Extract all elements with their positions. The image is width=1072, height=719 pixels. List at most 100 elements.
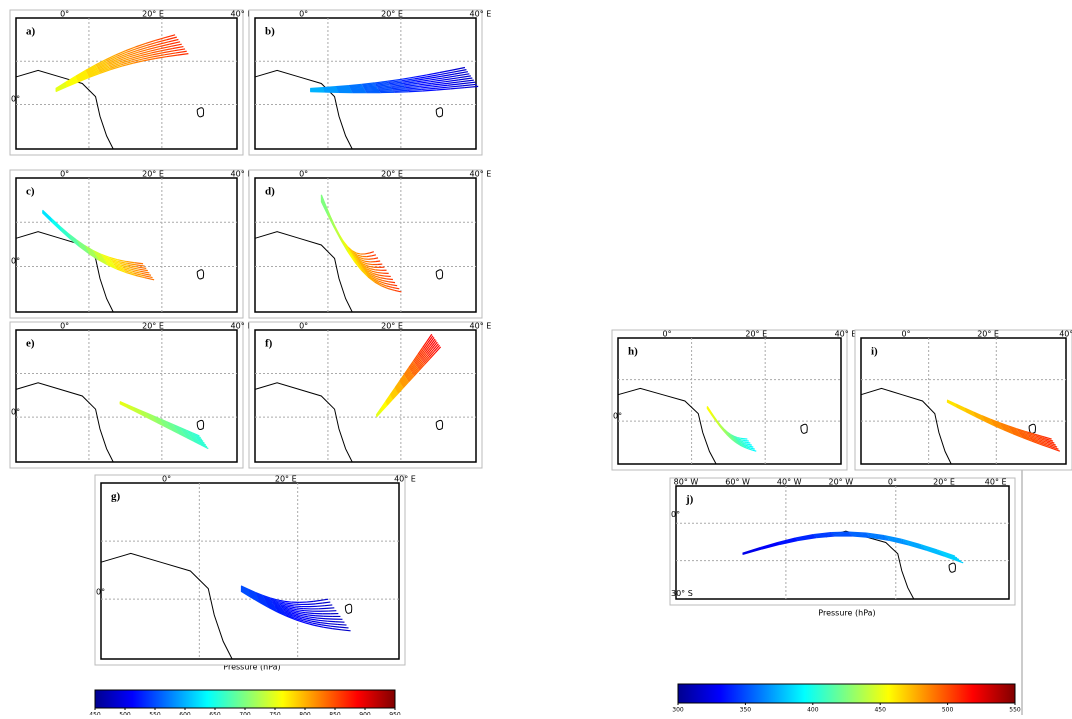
trajectory bbox=[375, 261, 380, 262]
x-tick-label: 40° W bbox=[777, 478, 802, 487]
panel-frame bbox=[670, 478, 1015, 605]
trajectory bbox=[294, 606, 302, 607]
colorbar-tick-label: 600 bbox=[179, 712, 191, 716]
x-tick-label: 0° bbox=[60, 322, 69, 331]
panel-label: c) bbox=[26, 186, 35, 198]
x-tick-label: 0° bbox=[299, 322, 308, 331]
x-tick-label: 20° E bbox=[745, 330, 767, 339]
panel-label: d) bbox=[265, 186, 275, 198]
trajectory bbox=[379, 90, 393, 91]
trajectory bbox=[306, 601, 313, 602]
panel-label: f) bbox=[265, 338, 273, 350]
panel-frame bbox=[612, 330, 847, 470]
x-tick-label: 20° E bbox=[275, 475, 297, 484]
x-tick-label: 40° E bbox=[470, 322, 492, 331]
colorbar-tick-label: 800 bbox=[299, 712, 311, 716]
trajectory bbox=[408, 91, 422, 92]
colorbar-tick-label: 300 bbox=[672, 707, 684, 714]
x-tick-label: 60° W bbox=[725, 478, 750, 487]
panel-label: h) bbox=[628, 346, 638, 358]
colorbar bbox=[678, 684, 1015, 703]
colorbar-tick-label: 700 bbox=[239, 712, 251, 716]
colorbar-tick-label: 850 bbox=[329, 712, 341, 716]
x-tick-label: 40° E bbox=[835, 330, 857, 339]
trajectory bbox=[743, 442, 747, 443]
x-tick-label: 20° E bbox=[977, 330, 999, 339]
panel-label: g) bbox=[111, 491, 121, 503]
panel-frame bbox=[249, 322, 482, 468]
y-tick-label: 0° bbox=[96, 588, 105, 597]
y-tick-label: 0° bbox=[613, 412, 622, 421]
x-tick-label: 40° E bbox=[394, 475, 416, 484]
x-tick-label: 20° W bbox=[829, 478, 854, 487]
colorbar-tick-label: 900 bbox=[359, 712, 371, 716]
trajectory bbox=[325, 605, 333, 606]
trajectory bbox=[306, 613, 314, 614]
x-tick-label: 20° E bbox=[142, 170, 164, 179]
colorbar-tick-label: 450 bbox=[874, 707, 886, 714]
x-tick-label: 0° bbox=[299, 10, 308, 19]
trajectory bbox=[747, 443, 751, 444]
trajectory bbox=[387, 279, 393, 280]
trajectory bbox=[340, 627, 349, 628]
trajectory bbox=[737, 438, 740, 439]
x-tick-label: 20° E bbox=[381, 10, 403, 19]
colorbar-tick-label: 750 bbox=[269, 712, 281, 716]
y-tick-label: 0° bbox=[11, 407, 20, 416]
trajectory bbox=[744, 444, 748, 445]
trajectory bbox=[831, 532, 849, 533]
x-tick-label: 20° E bbox=[142, 10, 164, 19]
trajectory bbox=[338, 624, 347, 625]
panel-frame bbox=[249, 10, 482, 155]
trajectory bbox=[285, 601, 292, 602]
trajectory bbox=[327, 621, 336, 622]
trajectory bbox=[367, 256, 372, 257]
trajectory bbox=[365, 261, 370, 262]
axis-title: Pressure (hPa) bbox=[818, 609, 875, 618]
trajectory bbox=[327, 608, 335, 609]
trajectory bbox=[305, 611, 313, 612]
x-tick-label: 0° bbox=[162, 475, 171, 484]
panel-frame bbox=[95, 475, 405, 665]
x-tick-label: 20° E bbox=[381, 170, 403, 179]
y-tick-label: 0° bbox=[671, 510, 680, 519]
x-tick-label: 20° E bbox=[142, 322, 164, 331]
trajectory bbox=[377, 273, 383, 274]
colorbar-tick-label: 500 bbox=[119, 712, 131, 716]
x-tick-label: 0° bbox=[299, 170, 308, 179]
colorbar-tick-label: 650 bbox=[209, 712, 221, 716]
colorbar-tick-label: 550 bbox=[1009, 707, 1021, 714]
colorbar-tick-label: 500 bbox=[942, 707, 954, 714]
x-tick-label: 0° bbox=[60, 170, 69, 179]
y-tick-label: 30° S bbox=[671, 589, 693, 598]
panel-frame bbox=[10, 10, 243, 155]
panel-frame bbox=[10, 322, 243, 468]
trajectory bbox=[367, 264, 372, 265]
x-tick-label: 0° bbox=[902, 330, 911, 339]
x-tick-label: 0° bbox=[888, 478, 897, 487]
x-tick-label: 20° E bbox=[381, 322, 403, 331]
x-tick-label: 0° bbox=[663, 330, 672, 339]
trajectory bbox=[378, 89, 392, 90]
colorbar-tick-label: 950 bbox=[389, 712, 401, 716]
colorbar-tick-label: 350 bbox=[740, 707, 752, 714]
trajectory bbox=[389, 282, 395, 283]
trajectory bbox=[748, 444, 752, 445]
x-tick-label: 80° W bbox=[674, 478, 699, 487]
y-tick-label: 0° bbox=[11, 257, 20, 266]
x-tick-label: 40° E bbox=[1059, 330, 1072, 339]
trajectory bbox=[308, 604, 315, 605]
panel-frame bbox=[855, 330, 1072, 470]
trajectory bbox=[394, 92, 408, 93]
y-tick-label: 0° bbox=[11, 95, 20, 104]
panel-label: a) bbox=[26, 26, 36, 38]
trajectory bbox=[749, 446, 753, 447]
trajectory bbox=[329, 624, 338, 625]
trajectory bbox=[315, 603, 322, 604]
panel-frame bbox=[10, 170, 243, 318]
panel-label: e) bbox=[26, 338, 35, 350]
x-tick-label: 40° E bbox=[470, 10, 492, 19]
x-tick-label: 40° E bbox=[985, 478, 1007, 487]
panel-label: b) bbox=[265, 26, 275, 38]
